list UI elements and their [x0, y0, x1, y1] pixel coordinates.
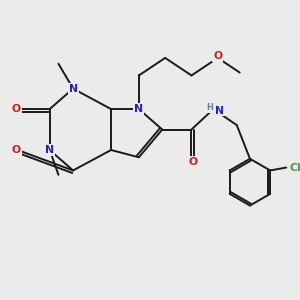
Text: N: N: [45, 145, 54, 155]
Text: O: O: [11, 145, 21, 155]
Text: O: O: [188, 157, 197, 167]
Text: H: H: [206, 103, 213, 112]
Text: Cl: Cl: [290, 163, 300, 172]
Text: N: N: [215, 106, 224, 116]
Text: O: O: [213, 51, 222, 61]
Text: N: N: [134, 104, 143, 114]
Text: O: O: [11, 104, 21, 114]
Text: N: N: [68, 84, 78, 94]
